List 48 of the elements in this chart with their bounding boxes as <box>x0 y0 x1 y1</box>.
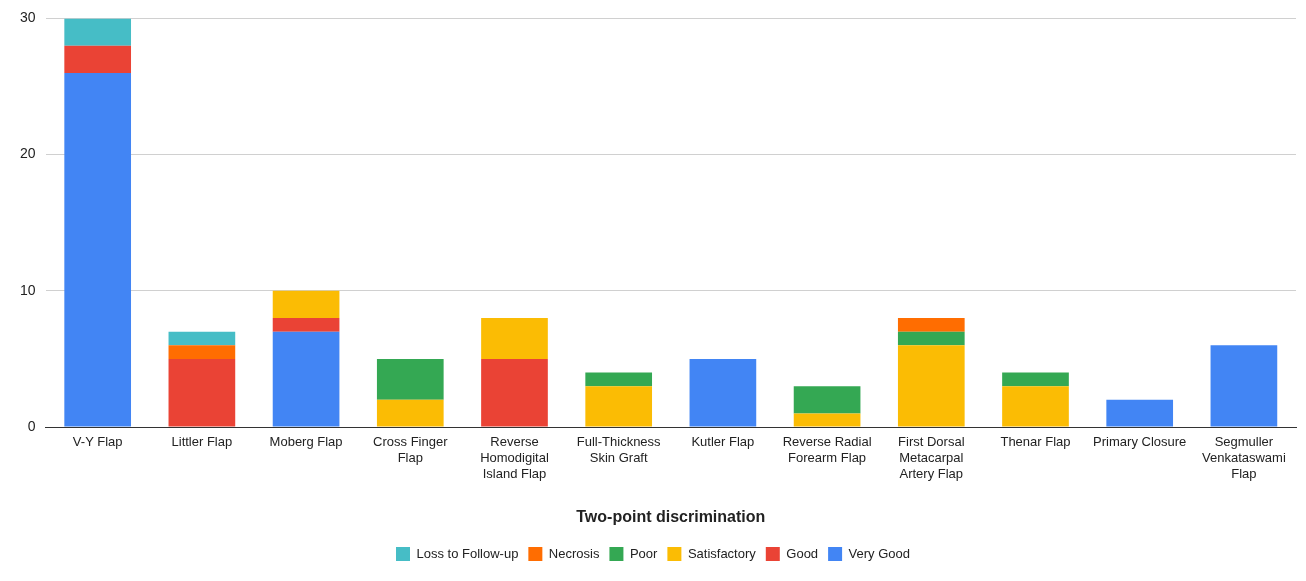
bar <box>897 345 965 427</box>
bar <box>897 318 965 332</box>
bar <box>168 345 236 359</box>
x-tick-label: Reverse Homodigital Island Flap <box>480 434 549 481</box>
x-tick-label: Primary Closure <box>1093 434 1187 450</box>
bar <box>168 358 236 427</box>
bar <box>1210 345 1278 427</box>
legend-label: Very Good <box>848 545 911 561</box>
legend-label: Poor <box>629 545 659 561</box>
bar <box>376 399 444 427</box>
bar <box>272 290 340 319</box>
bar <box>897 331 965 346</box>
x-tick-label: Segmuller Venkataswami Flap <box>1201 434 1286 481</box>
bar <box>1002 372 1069 387</box>
x-tick-label: V-Y Flap <box>72 434 123 450</box>
bar <box>793 386 861 414</box>
bar <box>793 413 861 427</box>
x-axis-title: Two-point discrimination <box>576 507 766 525</box>
x-tick-label: Cross Finger Flap <box>373 434 449 465</box>
legend-label: Satisfactory <box>687 545 757 561</box>
bar <box>1106 399 1174 427</box>
bar <box>272 318 340 332</box>
bar <box>64 72 132 427</box>
bar <box>481 318 548 359</box>
bar <box>1002 386 1069 427</box>
legend-label: Loss to Follow-up <box>416 545 519 561</box>
bar <box>585 386 653 427</box>
legend-label: Necrosis <box>548 545 600 561</box>
x-tick-label: First Dorsal Metacarpal Artery Flap <box>898 434 965 481</box>
x-tick-label: Littler Flap <box>171 434 233 450</box>
x-tick-label: Reverse Radial Forearm Flap <box>782 434 872 465</box>
y-tick-label: 10 <box>19 281 36 298</box>
x-tick-label: Full-Thickness Skin Graft <box>576 434 662 465</box>
bar <box>585 372 653 387</box>
legend-label: Good <box>786 545 819 561</box>
bar <box>689 358 757 427</box>
bar <box>168 331 236 346</box>
bar <box>64 45 132 73</box>
x-tick-label: Moberg Flap <box>269 434 343 450</box>
x-tick-label: Thenar Flap <box>1000 434 1071 450</box>
y-tick-label: 30 <box>19 9 36 26</box>
y-tick-label: 20 <box>19 145 36 162</box>
x-tick-label: Kutler Flap <box>691 434 755 450</box>
bar <box>64 18 132 46</box>
bar <box>272 331 340 427</box>
bar <box>481 358 548 427</box>
y-tick-label: 0 <box>27 417 36 434</box>
bar <box>376 358 444 400</box>
